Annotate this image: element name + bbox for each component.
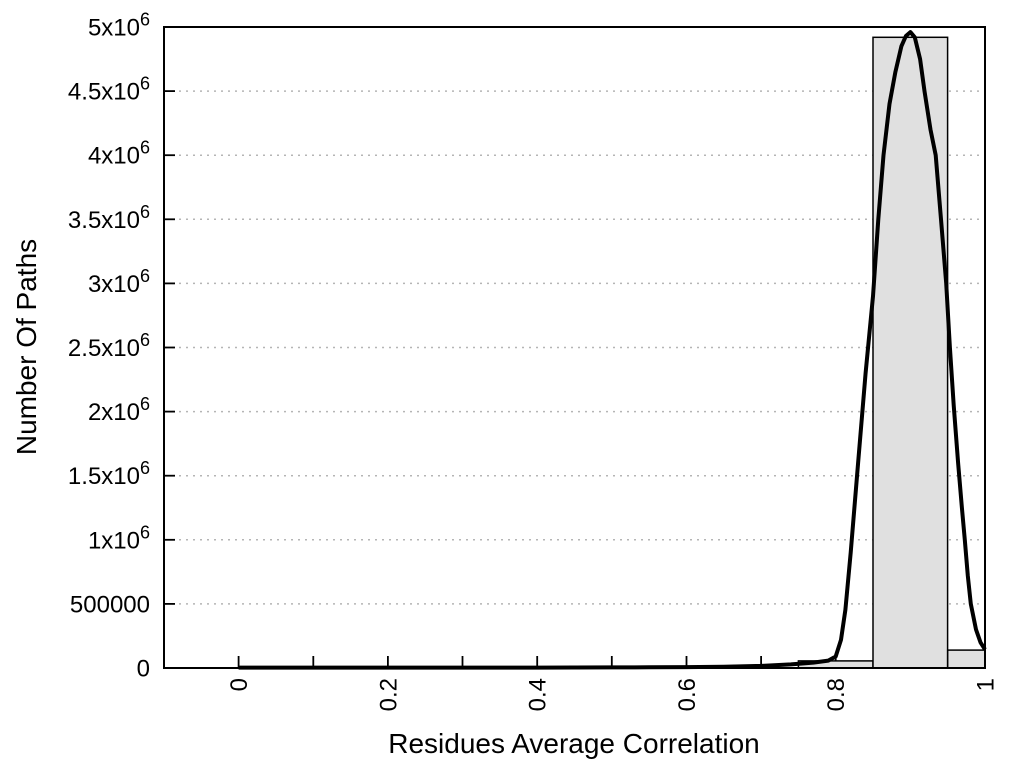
y-tick-label: 1x106 — [88, 522, 150, 554]
fit-curve — [238, 30, 987, 670]
x-axis-title: Residues Average Correlation — [388, 728, 759, 759]
x-tick-label: 1 — [973, 678, 1000, 691]
histogram-bar — [946, 649, 986, 669]
fit-curve-layer — [238, 30, 987, 670]
y-tick-label: 2.5x106 — [68, 330, 150, 362]
y-tick-label: 4x106 — [88, 138, 150, 170]
plot-border — [163, 26, 986, 669]
x-tick-label: 0.8 — [823, 678, 850, 711]
y-tick-label: 500000 — [70, 591, 150, 618]
y-tick-label: 1.5x106 — [68, 458, 150, 490]
y-tick-label: 0 — [137, 656, 150, 683]
y-tick-label: 5x106 — [88, 10, 150, 42]
x-tick-label: 0 — [226, 678, 253, 691]
x-tick-label: 0.2 — [375, 678, 402, 711]
plot-frame — [163, 26, 986, 669]
y-gridlines — [165, 90, 984, 605]
y-tick-labels: 0 500000 1x106 1.5x106 2x106 2.5x106 3x106 3.5x… — [68, 10, 150, 683]
y-tick-marks — [164, 26, 175, 669]
histogram-bar — [872, 36, 949, 669]
x-tick-label: 0.6 — [674, 678, 701, 711]
x-tick-label: 0.4 — [525, 678, 552, 711]
y-tick-label: 4.5x106 — [68, 74, 150, 106]
y-axis-title: Number Of Paths — [11, 239, 42, 455]
y-tick-label: 3x106 — [88, 266, 150, 298]
y-tick-label: 3.5x106 — [68, 202, 150, 234]
y-tick-label: 2x106 — [88, 394, 150, 426]
x-tick-labels: 0 0.2 0.4 0.6 0.8 1 — [226, 678, 999, 711]
histogram-bars — [797, 36, 986, 669]
